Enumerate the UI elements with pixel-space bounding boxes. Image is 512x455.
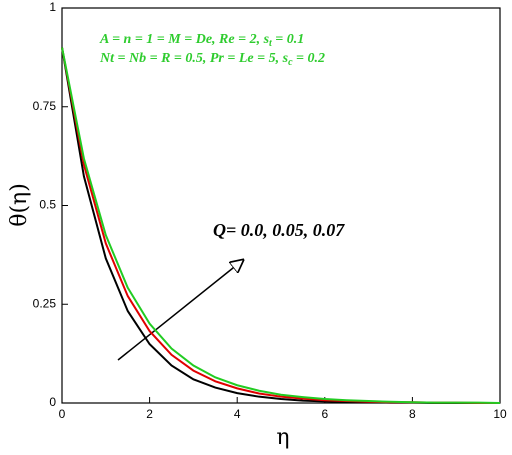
x-tick-label: 10 bbox=[493, 407, 507, 421]
y-axis-label: θ(η) bbox=[7, 183, 32, 227]
annotation-subscript: t bbox=[269, 38, 273, 49]
series-line bbox=[61, 47, 501, 404]
arrow bbox=[117, 260, 243, 361]
annotation-text: = 0.1 bbox=[272, 32, 304, 47]
annotation-text: Nt = Nb = R = 0.5, Pr = Le = 5, s bbox=[99, 51, 289, 66]
x-tick-label: 6 bbox=[321, 407, 328, 421]
y-tick-label: 0.5 bbox=[39, 198, 56, 212]
plot-frame bbox=[61, 7, 501, 404]
y-tick-label: 0.25 bbox=[33, 296, 57, 310]
x-axis-label: η bbox=[276, 425, 289, 450]
annotation: Nt = Nb = R = 0.5, Pr = Le = 5, sc = 0.2 bbox=[99, 51, 325, 68]
annotation-text: = 0.2 bbox=[293, 51, 325, 66]
x-tick-label: 2 bbox=[146, 407, 153, 421]
y-tick-label: 0 bbox=[49, 395, 56, 409]
annotation-subscript: c bbox=[288, 57, 293, 68]
y-tick-label: 1 bbox=[49, 0, 56, 14]
y-tick-label: 0.75 bbox=[33, 99, 57, 113]
x-tick-label: 8 bbox=[409, 407, 416, 421]
annotation: A = n = 1 = M = De, Re = 2, st = 0.1 bbox=[99, 32, 304, 49]
arrow-label: Q= 0.0, 0.05, 0.07 bbox=[213, 220, 345, 240]
x-tick-label: 4 bbox=[234, 407, 241, 421]
annotation-text: A = n = 1 = M = De, Re = 2, s bbox=[99, 32, 270, 47]
x-tick-label: 0 bbox=[59, 407, 66, 421]
